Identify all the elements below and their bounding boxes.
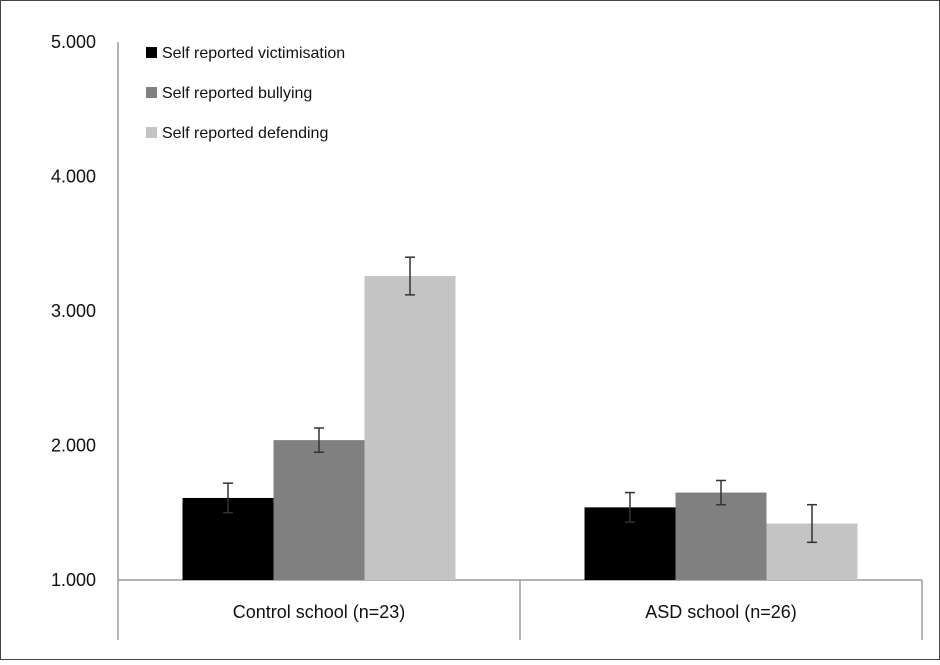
error-bar (314, 427, 324, 453)
category-label: Control school (n=23) (233, 602, 406, 622)
error-bar (807, 503, 817, 544)
bar-defending-control (364, 276, 456, 580)
error-bar (405, 256, 415, 296)
error-bars-group (223, 256, 817, 544)
legend: Self reported victimisation Self reported… (146, 45, 345, 142)
bars-group (182, 276, 858, 580)
legend-label: Self reported bullying (162, 85, 312, 102)
error-bar (625, 491, 635, 523)
legend-label: Self reported victimisation (162, 45, 345, 62)
legend-swatch (146, 47, 157, 58)
y-tick-label: 5.000 (51, 32, 96, 52)
bar-bullying-asd (675, 492, 767, 580)
legend-swatch (146, 127, 157, 138)
category-label: ASD school (n=26) (645, 602, 797, 622)
legend-label: Self reported defending (162, 125, 328, 142)
y-axis-ticks: 1.000 2.000 3.000 4.000 5.000 (51, 32, 96, 590)
error-bar (223, 482, 233, 514)
category-labels: Control school (n=23) ASD school (n=26) (233, 602, 797, 622)
error-bar (716, 479, 726, 506)
bar-bullying-control (273, 440, 365, 580)
y-tick-label: 3.000 (51, 301, 96, 321)
y-tick-label: 2.000 (51, 436, 96, 456)
y-tick-label: 1.000 (51, 570, 96, 590)
legend-swatch (146, 87, 157, 98)
y-tick-label: 4.000 (51, 167, 96, 187)
